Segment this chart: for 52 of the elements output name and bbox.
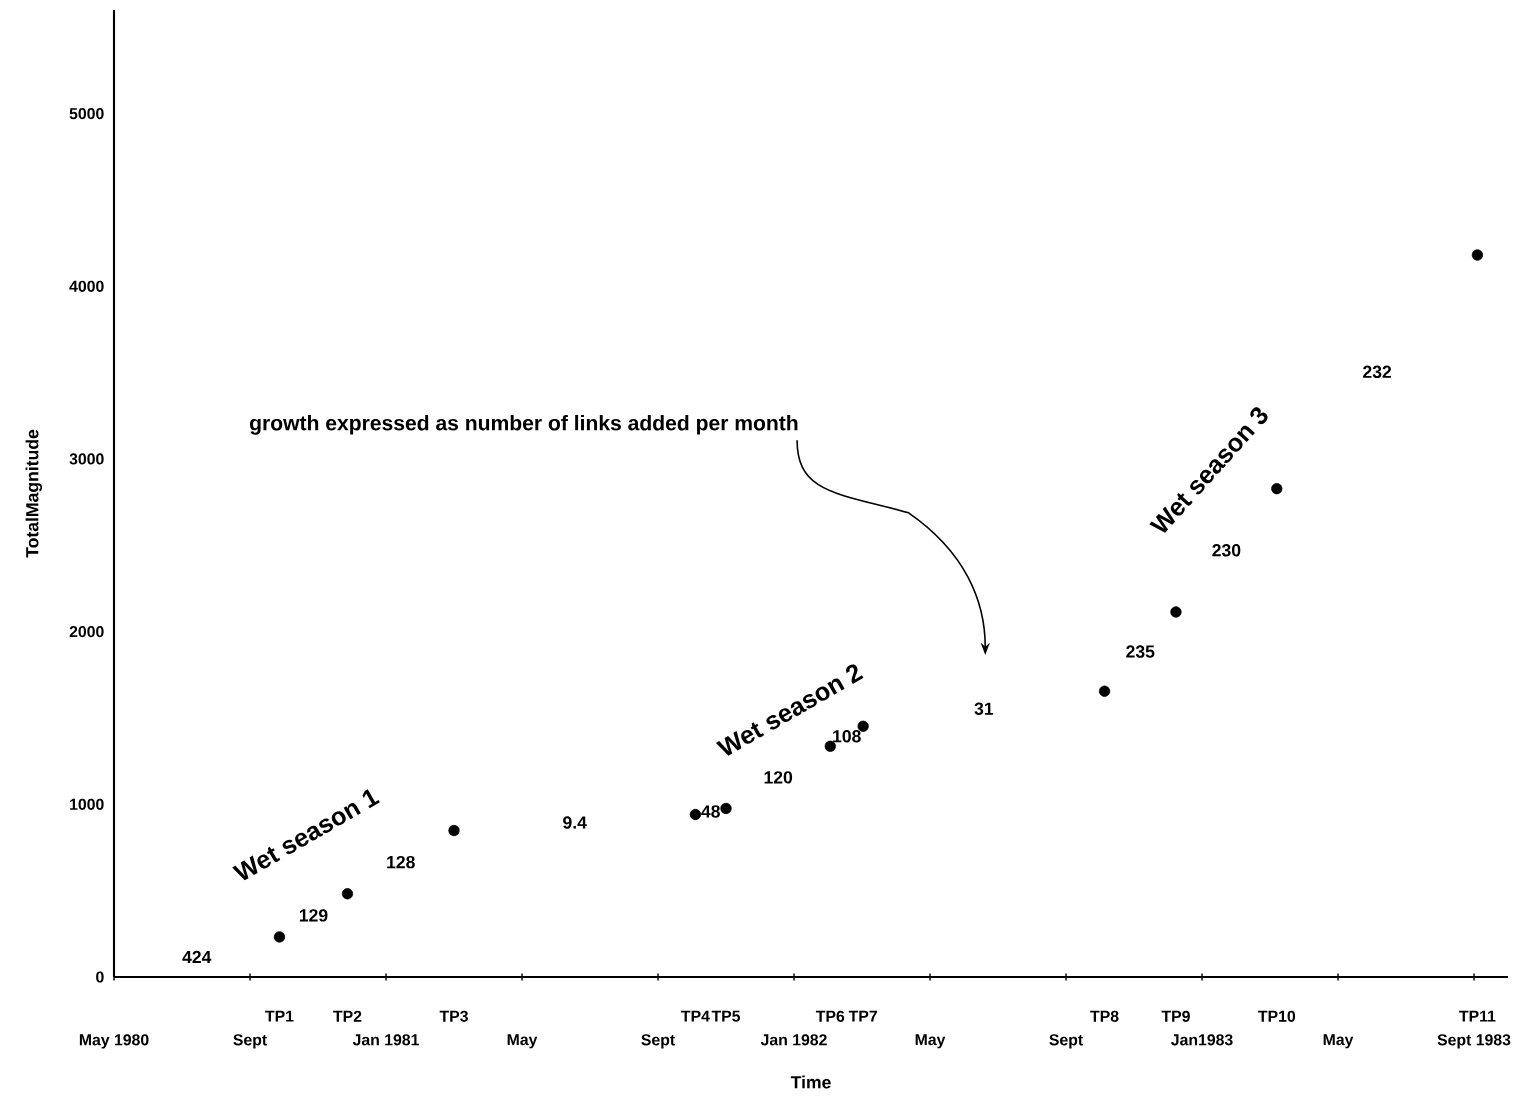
x-tick-label: Sept [641,1034,675,1049]
y-tick-label: 0 [96,971,104,983]
annotation: 232 [1363,365,1392,379]
x-tick-label: Sept [233,1034,267,1049]
text: TP8 [1090,1010,1119,1022]
point [857,720,869,732]
x-axis-title: Time [790,1075,831,1089]
annotation: 31 [974,702,994,715]
annotation: 129 [299,909,328,922]
point [1471,249,1484,261]
text: TP6 [815,1010,845,1022]
point [1098,685,1111,697]
text: TP11 [1459,1010,1496,1022]
point [689,808,702,821]
text: TP4 [681,1010,710,1022]
point [273,931,286,943]
text: TP2 [333,1010,362,1022]
y-axis-title: TotalMagnitude [25,429,43,558]
point [720,802,732,815]
text: TP3 [439,1010,468,1022]
text: TP10 [1258,1010,1296,1022]
y-tick-label: 4000 [69,280,104,292]
text: TP5 [711,1010,741,1022]
text: TP1 [265,1010,294,1022]
x-tick-label: Sept [1049,1034,1083,1049]
annotation: 120 [764,771,793,784]
annotation: 235 [1126,645,1155,658]
annotation: 128 [387,855,415,869]
x-tick-label: Sept 1983 [1437,1034,1511,1049]
point [341,888,354,900]
x-tick-label: May [915,1034,946,1049]
x-tick-label: Jan1983 [1171,1034,1233,1046]
annotation: 48 [701,805,720,818]
y-tick-label: 2000 [69,626,104,638]
point [1271,483,1283,495]
x-tick-label: Jan 1981 [352,1034,419,1046]
text: TP7 [848,1010,877,1022]
point [1170,606,1182,618]
y-tick-label: 3000 [69,453,104,465]
x-tick-label: Jan 1982 [760,1034,827,1046]
y-tick-label: 5000 [69,107,104,120]
annotation: 108 [833,730,861,743]
x-tick-label: May 1980 [79,1034,149,1049]
point [448,824,460,837]
annotation: 424 [182,950,212,964]
annotation: growth expressed as number of links added per month [250,414,798,435]
text: TP9 [1161,1010,1190,1022]
annotation: 9.4 [563,816,587,829]
y-tick-label: 1000 [70,798,104,810]
x-tick-label: May [1323,1034,1354,1049]
annotation: 230 [1212,544,1241,557]
x-tick-label: May [507,1034,538,1049]
